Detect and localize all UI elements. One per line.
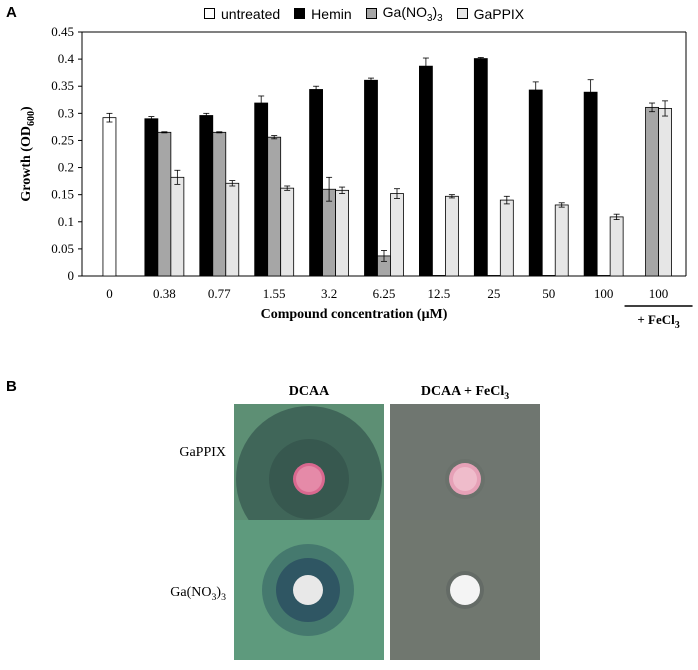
bar-gappix (445, 195, 459, 277)
legend-item-gappix: GaPPIX (456, 5, 525, 22)
y-axis-label: Growth (OD600) (19, 106, 37, 202)
bar-hemin (583, 91, 598, 277)
y-tick-label: 0.05 (51, 241, 74, 256)
y-tick-label: 0.25 (51, 132, 74, 147)
legend-item-hemin: Hemin (294, 5, 352, 22)
plate-ga-nitrate-dcaa-fecl3-image (390, 520, 540, 660)
y-tick-label: 0.15 (51, 187, 74, 202)
bar-ga-no3-3 (322, 188, 336, 277)
legend-swatch-ga-nitrate (365, 8, 377, 20)
x-tick-label: 1.55 (263, 286, 286, 301)
y-tick-label: 0.4 (58, 51, 75, 66)
bar-hemin (254, 102, 269, 277)
y-tick-label: 0.3 (58, 105, 74, 120)
x-tick-label: 6.25 (373, 286, 396, 301)
bar-ga-no3-3 (541, 275, 556, 277)
x-tick-label: 0 (106, 286, 113, 301)
row-label-ga-nitrate: Ga(NO3)3 (170, 585, 226, 603)
bar-ga-no3-3 (212, 131, 227, 277)
bar-gappix (554, 204, 569, 277)
legend-label-ga-nitrate: Ga(NO3)3 (382, 4, 443, 24)
bar-hemin (199, 115, 214, 277)
x-tick-label: 100 (649, 286, 669, 301)
bar-untreated (102, 117, 117, 277)
y-tick-label: 0.2 (58, 160, 74, 175)
col-title-dcaa-fecl3: DCAA + FeCl3 (420, 384, 510, 402)
bar-hemin (144, 118, 159, 277)
x-tick-label: 3.2 (321, 286, 337, 301)
x-tick-label: 50 (542, 286, 555, 301)
x-tick-label: 12.5 (428, 286, 451, 301)
bar-ga-no3-3 (432, 275, 446, 277)
plate-ga-nitrate-dcaa-image (234, 520, 384, 660)
bar-gappix (225, 182, 240, 277)
x-axis-label: Compound concentration (μM) (261, 307, 448, 322)
legend-label-untreated: untreated (221, 5, 281, 22)
x-tick-label: 0.38 (153, 286, 176, 301)
row-label-gappix: GaPPIX (179, 445, 226, 460)
bar-hemin (419, 65, 433, 277)
x-tick-label: 100 (594, 286, 614, 301)
legend-label-gappix: GaPPIX (473, 5, 525, 22)
bar-gappix (658, 108, 672, 277)
bar-hemin (309, 89, 323, 277)
legend-swatch-untreated (204, 8, 215, 20)
legend-item-ga-nitrate: Ga(NO3)3 (365, 4, 443, 24)
fecl3-label: + FeCl3 (637, 312, 679, 331)
panel-b-label: B (6, 378, 17, 395)
bar-ga-no3-3 (596, 275, 611, 277)
bar-gappix (335, 189, 349, 277)
bar-gappix (499, 199, 514, 277)
legend-swatch-hemin (294, 8, 306, 20)
bar-hemin (473, 58, 488, 277)
bar-gappix (170, 176, 185, 277)
bar-gappix (390, 193, 404, 277)
bar-gappix (609, 216, 624, 277)
panel-a-label: A (6, 4, 17, 21)
bar-chart: 0 0.05 0.1 0.15 0.2 0.25 0.3 0.35 0.4 0.45 Growth … (19, 24, 693, 331)
bar-ga-no3-3 (267, 136, 282, 277)
bar-gappix (280, 187, 295, 277)
legend-label-hemin: Hemin (311, 5, 352, 22)
legend-item-untreated: untreated (204, 6, 280, 22)
legend-swatch-gappix (456, 8, 468, 20)
x-tick-label: 0.77 (208, 286, 231, 301)
y-tick-label: 0 (68, 268, 75, 283)
col-title-dcaa: DCAA (288, 384, 330, 399)
bar-hemin (528, 89, 543, 277)
x-tick-label: 25 (487, 286, 500, 301)
y-tick-label: 0.35 (51, 78, 74, 93)
y-tick-label: 0.1 (58, 214, 74, 229)
plate-ga-nitrate-dcaa (234, 520, 384, 670)
chart-legend: untreated Hemin Ga(NO3)3 GaPPIX (204, 4, 538, 24)
bar-hemin (364, 79, 378, 277)
plate-ga-nitrate-dcaa-fecl3 (390, 520, 540, 670)
bar-ga-no3-3 (157, 131, 172, 277)
y-tick-label: 0.45 (51, 24, 74, 39)
bar-ga-no3-3 (645, 106, 659, 277)
bar-ga-no3-3 (486, 275, 501, 277)
